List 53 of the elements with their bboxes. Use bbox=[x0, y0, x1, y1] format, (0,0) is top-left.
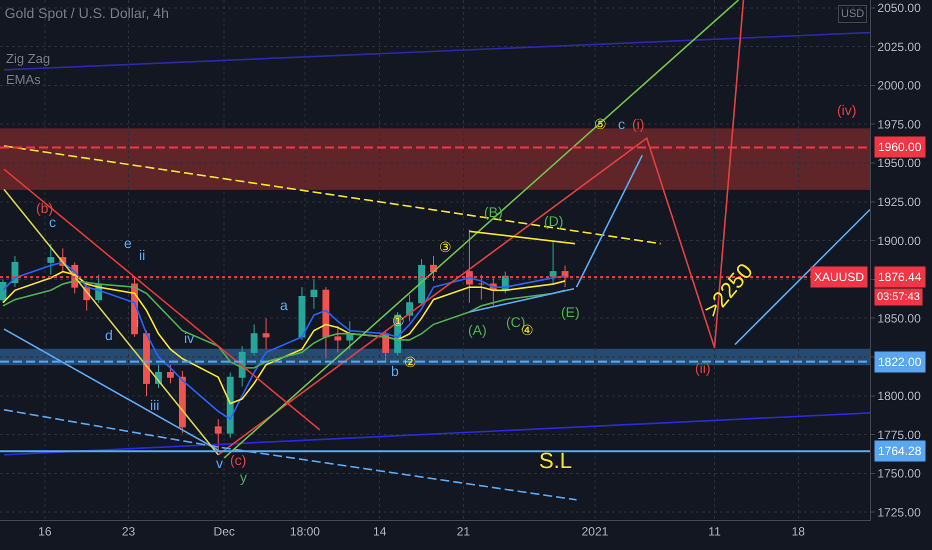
annotation: (E) bbox=[561, 304, 580, 320]
annotation: i bbox=[136, 314, 140, 330]
annotation: (A) bbox=[468, 322, 487, 338]
x-tick-label: 11 bbox=[708, 524, 722, 538]
y-tick-label: 1775.00 bbox=[877, 428, 922, 442]
annotation: (iv) bbox=[837, 102, 856, 118]
y-tick-label: 1950.00 bbox=[877, 156, 922, 170]
y-tick-label: 2050.00 bbox=[877, 0, 922, 15]
annotation: c bbox=[49, 214, 56, 230]
y-tick-label: 1975.00 bbox=[877, 117, 922, 132]
ref-line-label: 1822.00 bbox=[878, 355, 922, 369]
x-tick-label: 23 bbox=[122, 524, 136, 538]
annotation: iii bbox=[150, 397, 160, 413]
ref-line-label: 1960.00 bbox=[878, 140, 922, 154]
annotation: a bbox=[280, 297, 288, 313]
ref-line-label: 1876.44 bbox=[878, 270, 922, 284]
text: 03:57:43 bbox=[877, 291, 920, 303]
annotation: XAUUSD bbox=[814, 270, 864, 284]
ref-line-label: 1764.28 bbox=[878, 444, 922, 458]
annotation: y bbox=[240, 469, 247, 485]
x-tick-label: 16 bbox=[38, 524, 52, 538]
y-tick-label: 1900.00 bbox=[877, 234, 922, 248]
y-tick-label: 1750.00 bbox=[877, 466, 922, 481]
annotation: (b) bbox=[36, 200, 54, 216]
y-tick-label: 1850.00 bbox=[877, 311, 922, 326]
y-tick-label: 1925.00 bbox=[877, 194, 922, 209]
y-tick-label: 2025.00 bbox=[877, 40, 922, 54]
y-tick-label: 2000.00 bbox=[877, 78, 922, 93]
annotation: (ii) bbox=[695, 360, 711, 376]
annotation: b bbox=[391, 363, 399, 379]
annotation: ii bbox=[139, 247, 146, 263]
annotation: d bbox=[105, 327, 113, 343]
annotation: c bbox=[618, 116, 625, 132]
annotation: EMAs bbox=[6, 72, 42, 87]
y-tick-label: 1725.00 bbox=[877, 505, 922, 520]
annotation: e bbox=[124, 235, 132, 251]
annotation: v bbox=[216, 455, 223, 471]
annotation: Zig Zag bbox=[6, 51, 50, 66]
annotation: ③ bbox=[439, 239, 452, 255]
annotation: (D) bbox=[544, 213, 564, 229]
y-tick-label: 1800.00 bbox=[877, 389, 922, 404]
chart-title: Gold Spot / U.S. Dollar, 4h bbox=[4, 5, 169, 22]
annotation: (c) bbox=[230, 452, 246, 468]
annotation: (i) bbox=[632, 116, 644, 132]
x-tick-label: 18 bbox=[792, 524, 806, 538]
x-tick-label: 21 bbox=[456, 524, 470, 538]
x-tick-label: 18:00 bbox=[290, 524, 320, 538]
x-tick-label: 2021 bbox=[582, 524, 609, 538]
annotation: iv bbox=[184, 330, 194, 346]
annotation: S.L bbox=[539, 448, 572, 473]
x-tick-label: 14 bbox=[373, 524, 387, 538]
annotation: USD bbox=[841, 8, 864, 20]
x-tick-label: Dec bbox=[214, 524, 235, 538]
